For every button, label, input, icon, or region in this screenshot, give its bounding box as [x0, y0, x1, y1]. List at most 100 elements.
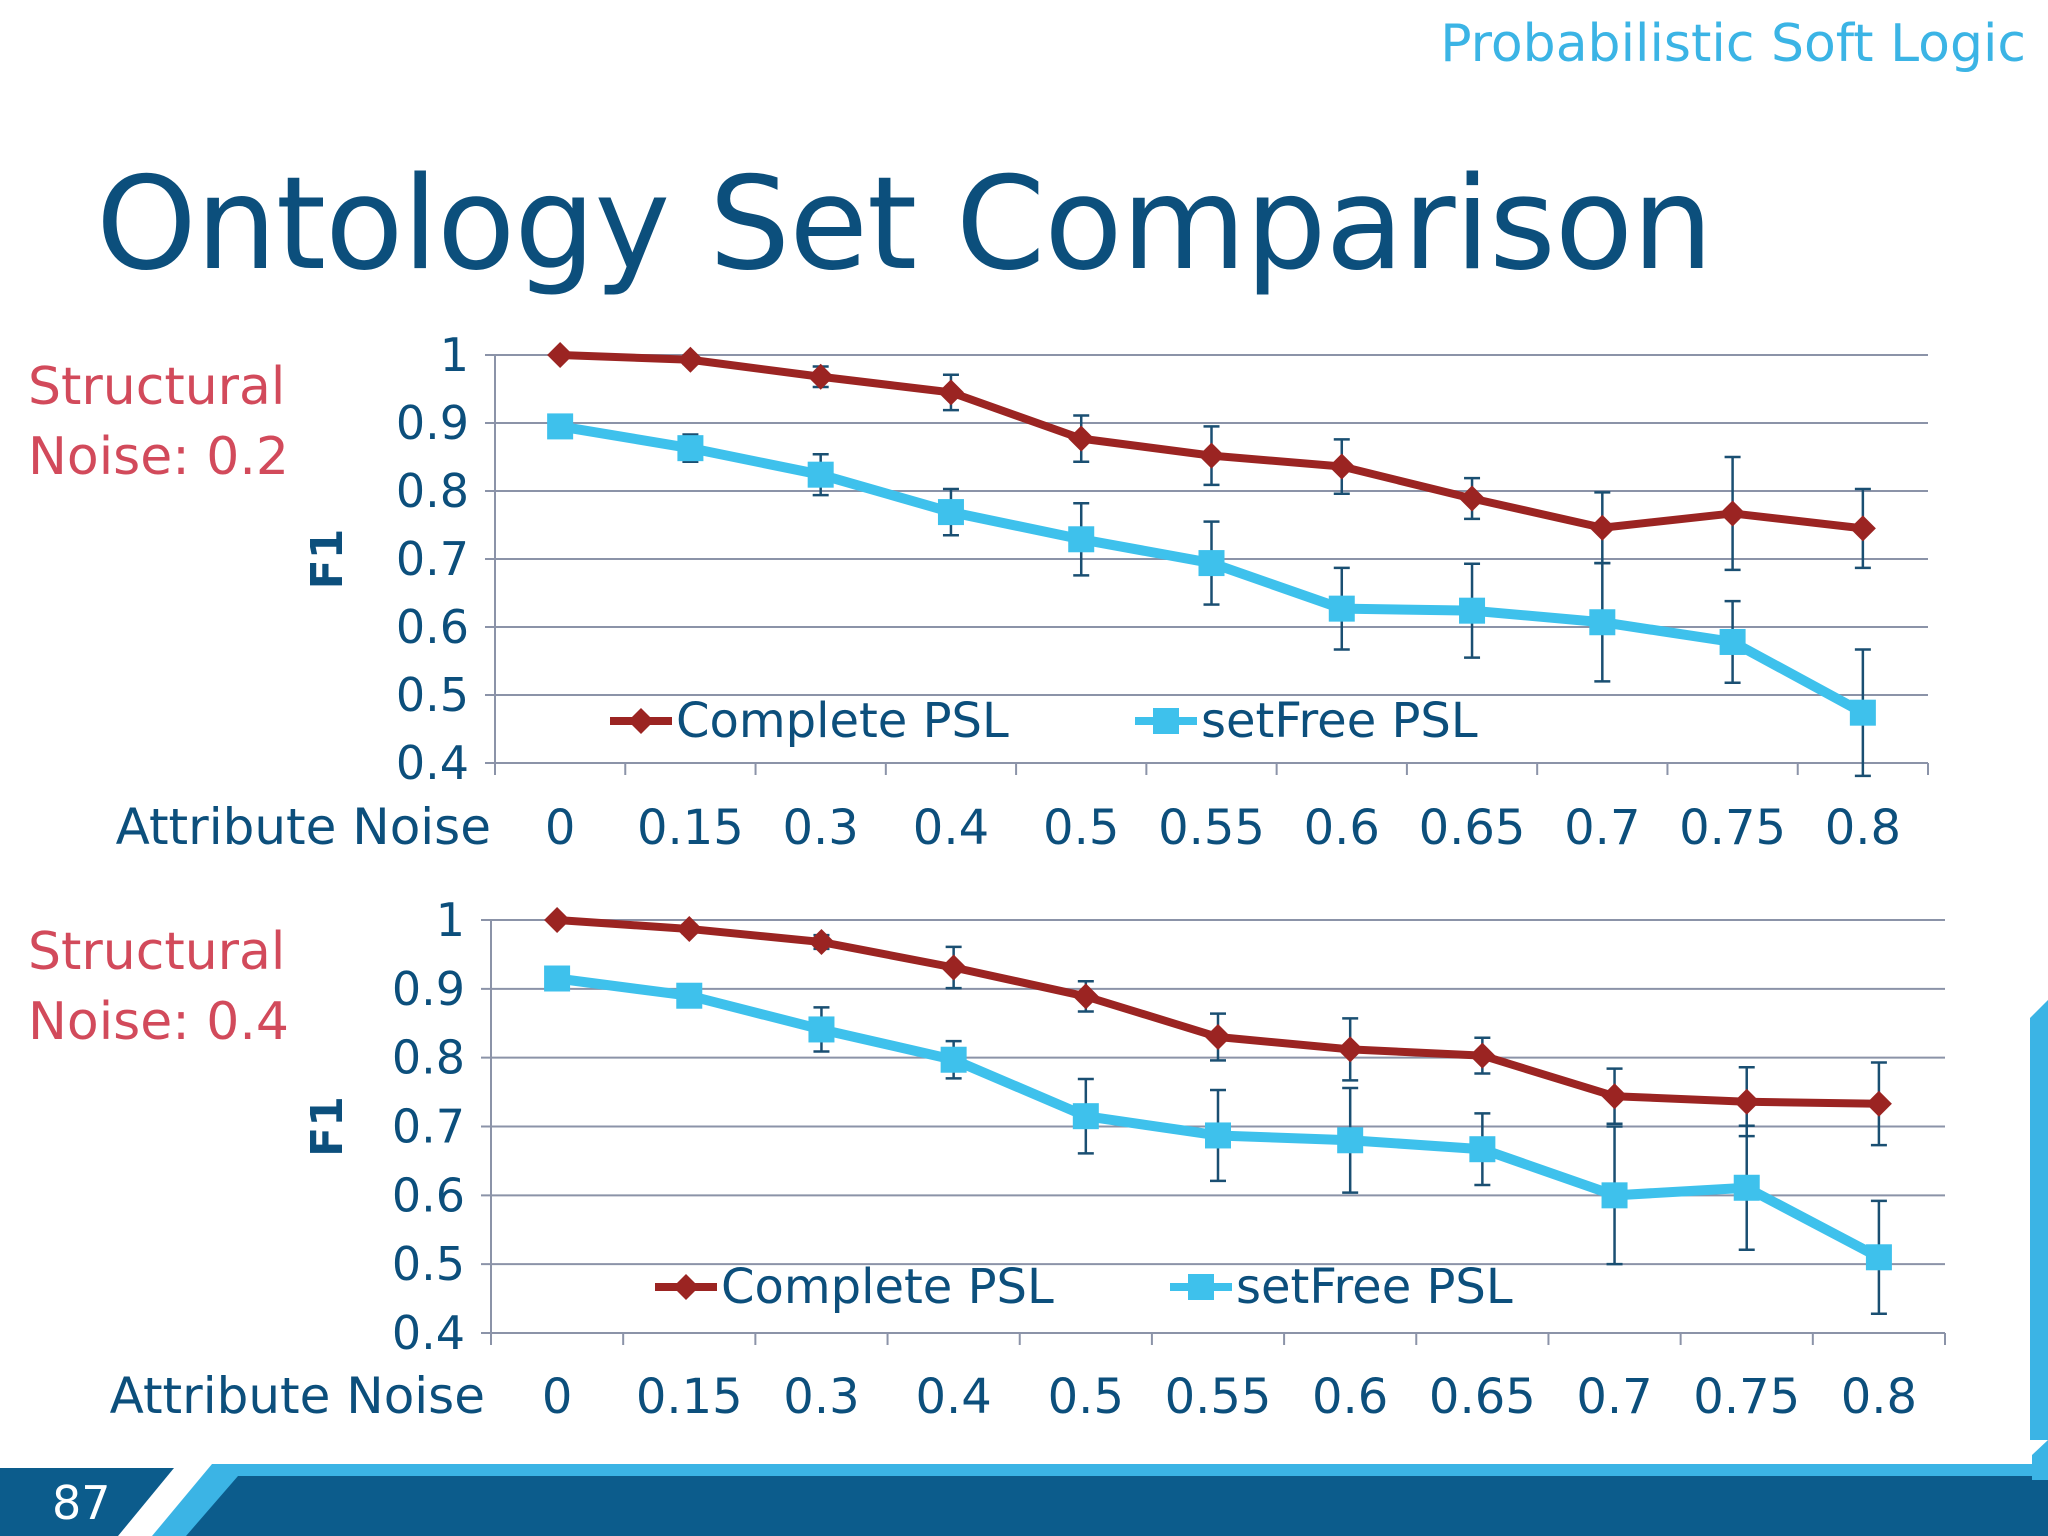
chart-2-y-tick-label: 0.4	[392, 1306, 465, 1360]
chart-2-complete-psl-point	[1601, 1083, 1628, 1110]
chart-1-y-tick-label: 0.6	[396, 600, 469, 654]
chart-2-complete-psl-legend-marker	[673, 1274, 699, 1300]
chart-1-x-tick-label: 0.4	[913, 800, 989, 856]
chart-2-y-tick-label: 0.9	[392, 962, 465, 1016]
chart-2-x-tick-label: 0	[542, 1369, 573, 1425]
chart-2-x-tick-label: 0.6	[1312, 1369, 1388, 1425]
chart-1-complete-psl-point	[1849, 515, 1876, 542]
chart-2-x-tick-label: 0.4	[915, 1369, 991, 1425]
chart-1-x-tick-label: 0.5	[1043, 800, 1119, 856]
chart-2-y-tick-label: 0.5	[392, 1237, 465, 1291]
chart-2-y-tick-label: 0.8	[392, 1031, 465, 1085]
chart-2-complete-psl-legend-entry: Complete PSL	[655, 1259, 1054, 1315]
chart-1-complete-psl-point	[1068, 425, 1095, 452]
chart-1-setfree-psl-point	[1719, 628, 1746, 655]
chart-2-y-tick-label: 1	[436, 893, 465, 947]
chart-1-setfree-psl-legend-label: setFree PSL	[1201, 693, 1478, 749]
chart-1-side-label-line-2: Noise: 0.2	[28, 427, 289, 487]
chart-2-x-tick-label: 0.7	[1576, 1369, 1652, 1425]
chart-2-complete-psl-point	[1469, 1042, 1496, 1069]
chart-1-side-label: Structural Noise: 0.2	[28, 352, 289, 492]
chart-1-x-tick-label: 0.7	[1564, 800, 1640, 856]
chart-2-y-axis-title: F1	[302, 1096, 353, 1157]
chart-2-side-label: Structural Noise: 0.4	[28, 917, 289, 1057]
chart-1-setfree-psl-point	[677, 435, 704, 462]
chart-1-complete-psl-point	[807, 363, 834, 390]
chart-2-setfree-psl-point	[1337, 1127, 1364, 1154]
footer-bar	[0, 1440, 2048, 1536]
chart-1-x-tick-label: 0.8	[1825, 800, 1901, 856]
chart-1-y-tick-label: 1	[440, 328, 469, 382]
chart-1-setfree-psl-point	[1459, 597, 1486, 624]
chart-2-y-tick-label: 0.6	[392, 1168, 465, 1222]
chart-1-x-tick-label: 0.6	[1304, 800, 1380, 856]
chart-1-setfree-psl-point	[1068, 526, 1095, 553]
page-number: 87	[52, 1476, 111, 1530]
chart-2-complete-psl-point	[676, 915, 703, 942]
chart-1-x-tick-label: 0.75	[1679, 800, 1786, 856]
right-edge-accent	[2030, 1000, 2048, 1440]
chart-2-complete-psl-point	[1733, 1088, 1760, 1115]
chart-2-setfree-psl-point	[808, 1016, 835, 1043]
chart-2-side-label-line-2: Noise: 0.4	[28, 992, 289, 1052]
chart-2-complete-psl-point	[1205, 1024, 1231, 1051]
chart-1-setfree-psl-legend-marker	[1153, 708, 1179, 734]
chart-2-setfree-psl-point	[940, 1046, 967, 1073]
chart-2-setfree-psl-point	[1469, 1136, 1496, 1163]
chart-2-complete-psl-point	[940, 954, 967, 981]
chart-1-setfree-psl-point	[937, 499, 964, 526]
chart-2-setfree-psl-point	[676, 982, 703, 1009]
chart-1-side-label-line-1: Structural	[28, 357, 286, 417]
chart-1-complete-psl-legend-label: Complete PSL	[676, 693, 1009, 749]
chart-1-complete-psl-point	[1328, 453, 1355, 480]
chart-2-setfree-psl-point	[544, 965, 571, 992]
chart-2-side-label-line-1: Structural	[28, 922, 286, 982]
chart-1-setfree-psl-point	[1198, 550, 1225, 577]
chart-1-y-tick-label: 0.4	[396, 736, 469, 790]
chart-2-y-tick-label: 0.7	[392, 1100, 465, 1154]
chart-2-complete-psl-legend-label: Complete PSL	[721, 1259, 1054, 1315]
chart-1-setfree-psl-point	[1589, 609, 1616, 636]
chart-1-setfree-psl-point	[1328, 595, 1355, 622]
chart-1-y-tick-label: 0.8	[396, 464, 469, 518]
footer-corner-accent	[2032, 1440, 2048, 1480]
chart-2-complete-psl-point	[544, 907, 571, 933]
chart-1: 0.4 0.5 0.6 0.7 0.8 0.9 1 F1 0 0.15 0.3 0.4 0.5 0.55 0…	[116, 328, 1929, 856]
chart-2-setfree-psl-legend-marker	[1188, 1274, 1214, 1300]
chart-2-setfree-psl-point	[1601, 1182, 1628, 1209]
chart-2-complete-psl-point	[1865, 1090, 1892, 1117]
chart-2-setfree-psl-legend-label: setFree PSL	[1236, 1259, 1513, 1315]
chart-1-x-tick-label: 0	[545, 800, 576, 856]
chart-1-x-tick-label: 0.3	[783, 800, 859, 856]
chart-1-complete-psl-point	[1459, 485, 1486, 512]
page-number-tab	[0, 1468, 174, 1536]
chart-1-x-tick-label: 0.65	[1419, 800, 1526, 856]
chart-1-complete-psl-legend-entry: Complete PSL	[610, 693, 1009, 749]
chart-2-x-tick-label: 0.55	[1165, 1369, 1272, 1425]
chart-2-setfree-psl-point	[1865, 1244, 1892, 1271]
chart-1-complete-psl-point	[1589, 514, 1616, 541]
chart-1-x-tick-label: 0.15	[637, 800, 744, 856]
chart-2-x-tick-label: 0.3	[783, 1369, 859, 1425]
chart-2-x-tick-label: 0.5	[1048, 1369, 1124, 1425]
chart-1-setfree-psl-legend-entry: setFree PSL	[1135, 693, 1478, 749]
right-edge-stripe	[2030, 1000, 2048, 1440]
chart-1-y-tick-label: 0.5	[396, 668, 469, 722]
chart-2-complete-psl-point	[1072, 983, 1099, 1010]
chart-1-y-tick-label: 0.7	[396, 532, 469, 586]
deck-header: Probabilistic Soft Logic	[1440, 14, 2026, 74]
chart-2-x-tick-label: 0.65	[1429, 1369, 1536, 1425]
chart-1-y-axis-title: F1	[302, 529, 353, 590]
chart-1-setfree-psl-point	[1849, 699, 1876, 726]
chart-2-x-tick-label: 0.15	[636, 1369, 743, 1425]
chart-2-setfree-psl-point	[1205, 1122, 1231, 1149]
chart-2-setfree-psl-legend-entry: setFree PSL	[1170, 1259, 1513, 1315]
chart-1-complete-psl-point	[937, 379, 964, 406]
chart-1-complete-psl-point	[1198, 442, 1225, 469]
chart-1-setfree-psl-point	[547, 413, 574, 440]
chart-1-complete-psl-point	[677, 346, 704, 373]
chart-2-complete-psl-point	[1337, 1036, 1364, 1063]
slide-title: Ontology Set Comparison	[96, 150, 1713, 299]
chart-1-complete-psl-point	[547, 342, 574, 368]
chart-2-setfree-psl-point	[1733, 1174, 1760, 1201]
